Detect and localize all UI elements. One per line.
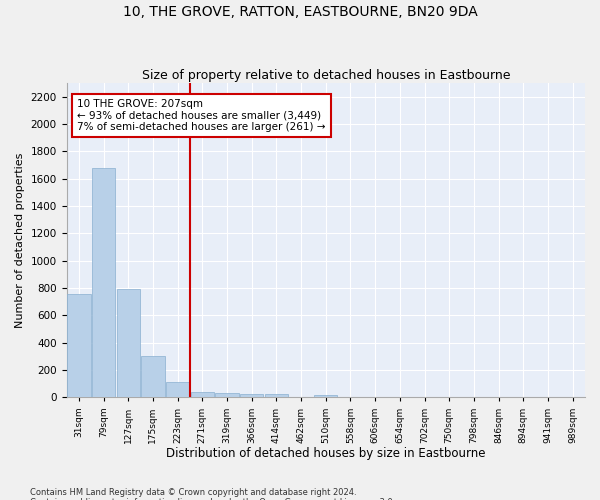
Text: 10, THE GROVE, RATTON, EASTBOURNE, BN20 9DA: 10, THE GROVE, RATTON, EASTBOURNE, BN20 … — [122, 5, 478, 19]
Bar — [240, 394, 263, 398]
Text: Contains public sector information licensed under the Open Government Licence v3: Contains public sector information licen… — [30, 498, 395, 500]
Bar — [92, 168, 115, 398]
Title: Size of property relative to detached houses in Eastbourne: Size of property relative to detached ho… — [142, 69, 510, 82]
Bar — [314, 394, 337, 398]
Bar — [116, 290, 140, 398]
Text: 10 THE GROVE: 207sqm
← 93% of detached houses are smaller (3,449)
7% of semi-det: 10 THE GROVE: 207sqm ← 93% of detached h… — [77, 99, 325, 132]
Bar — [215, 394, 239, 398]
X-axis label: Distribution of detached houses by size in Eastbourne: Distribution of detached houses by size … — [166, 447, 485, 460]
Bar — [265, 394, 288, 398]
Bar — [166, 382, 190, 398]
Bar — [67, 294, 91, 398]
Text: Contains HM Land Registry data © Crown copyright and database right 2024.: Contains HM Land Registry data © Crown c… — [30, 488, 356, 497]
Y-axis label: Number of detached properties: Number of detached properties — [15, 152, 25, 328]
Bar — [141, 356, 164, 398]
Bar — [191, 392, 214, 398]
